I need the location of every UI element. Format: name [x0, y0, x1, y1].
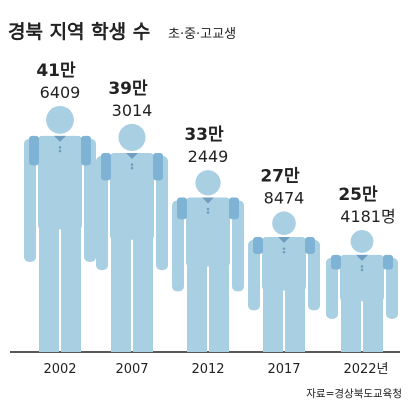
x-tick-label: 2022년: [343, 362, 388, 377]
leg: [133, 237, 153, 352]
x-tick-label: 2007: [115, 362, 148, 377]
button: [130, 163, 134, 166]
strap: [29, 135, 39, 166]
leg: [39, 227, 59, 352]
arm: [84, 138, 96, 262]
value-label: 41만: [36, 61, 76, 81]
value-label: 39만: [108, 79, 148, 99]
button: [360, 265, 364, 268]
value-label: 4181명: [340, 207, 395, 226]
button: [206, 211, 210, 214]
x-tick-label: 2002: [43, 362, 76, 377]
strap: [383, 254, 393, 270]
value-label: 6409: [40, 83, 81, 102]
head: [350, 230, 374, 253]
collar: [356, 254, 368, 261]
button: [58, 146, 62, 149]
strap: [229, 197, 239, 220]
strap: [305, 237, 315, 254]
arm: [248, 240, 260, 311]
student-figure: [96, 123, 168, 352]
student-figure: [326, 230, 398, 352]
x-tick-label: 2017: [267, 362, 300, 377]
strap: [81, 135, 91, 166]
leg: [363, 299, 383, 352]
student-figure: [24, 106, 96, 352]
torso: [110, 153, 154, 240]
leg: [341, 299, 361, 352]
collar: [278, 237, 290, 244]
value-label: 8474: [264, 188, 305, 207]
head: [195, 170, 221, 196]
value-label: 33만: [184, 125, 224, 145]
arm: [308, 240, 320, 311]
torso: [38, 135, 82, 230]
student-figure: [248, 211, 320, 352]
strap: [153, 153, 163, 181]
strap: [177, 197, 187, 220]
leg: [263, 288, 283, 352]
collar: [54, 135, 66, 142]
strap: [331, 254, 341, 270]
collar: [202, 197, 214, 204]
head: [118, 123, 146, 152]
arm: [386, 257, 398, 319]
arm: [96, 156, 108, 271]
arm: [172, 200, 184, 292]
source: 자료=경상북도교육청: [306, 387, 402, 400]
button: [282, 247, 286, 250]
arm: [326, 257, 338, 319]
value-label: 25만: [338, 185, 378, 205]
chart-title: 경북 지역 학생 수: [8, 21, 150, 43]
chart-subtitle: 초·중·고교생: [168, 27, 236, 42]
value-label: 27만: [260, 166, 300, 186]
head: [46, 106, 74, 134]
value-label: 2449: [188, 147, 229, 166]
torso: [186, 197, 230, 267]
head: [272, 211, 296, 236]
button: [206, 207, 210, 211]
value-label: 3014: [112, 101, 153, 120]
leg: [187, 264, 207, 352]
strap: [253, 237, 263, 254]
leg: [209, 264, 229, 352]
button: [58, 149, 62, 153]
leg: [285, 288, 305, 352]
x-tick-label: 2012: [191, 362, 224, 377]
collar: [126, 153, 138, 160]
strap: [101, 153, 111, 181]
button: [130, 166, 134, 170]
leg: [111, 237, 131, 352]
arm: [232, 200, 244, 292]
student-figure: [172, 170, 244, 352]
arm: [156, 156, 168, 271]
button: [360, 268, 364, 272]
torso: [340, 254, 384, 302]
leg: [61, 227, 81, 352]
arm: [24, 138, 36, 262]
button: [282, 250, 286, 254]
torso: [262, 237, 306, 291]
